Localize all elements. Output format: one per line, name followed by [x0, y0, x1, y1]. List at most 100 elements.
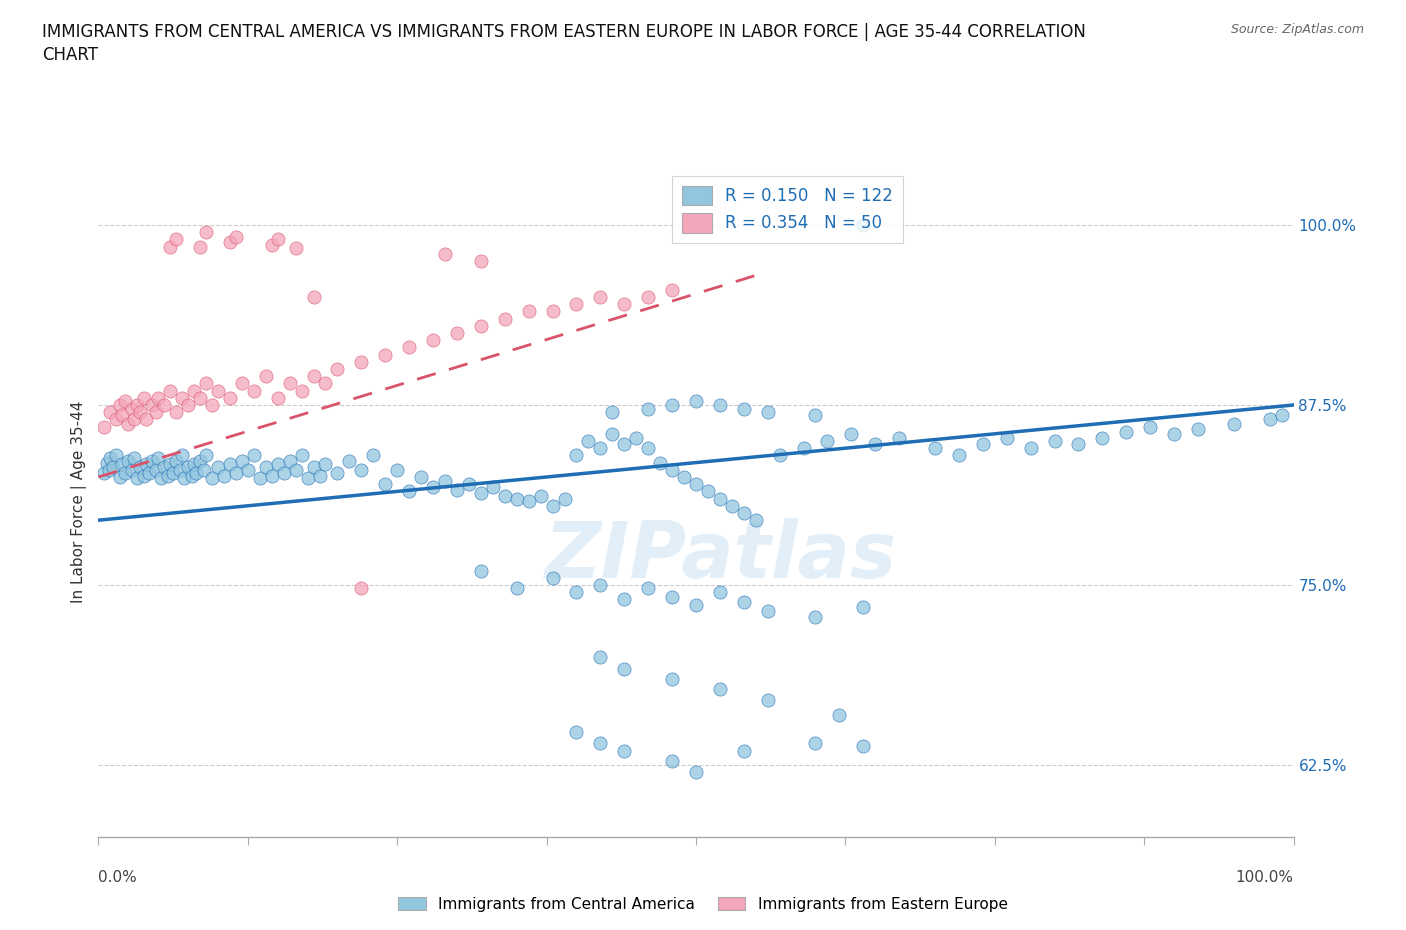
- Point: [745, 512, 768, 527]
- Point: [685, 764, 707, 779]
- Point: [302, 369, 325, 384]
- Point: [159, 383, 181, 398]
- Point: [225, 465, 247, 480]
- Point: [768, 448, 790, 463]
- Point: [733, 743, 755, 758]
- Point: [117, 417, 139, 432]
- Point: [132, 391, 155, 405]
- Point: [626, 431, 648, 445]
- Point: [188, 239, 211, 254]
- Point: [267, 457, 290, 472]
- Point: [446, 326, 468, 340]
- Point: [385, 462, 409, 477]
- Point: [1271, 407, 1294, 422]
- Point: [613, 297, 636, 312]
- Point: [815, 433, 838, 448]
- Point: [852, 599, 875, 614]
- Point: [721, 498, 744, 513]
- Point: [111, 407, 134, 422]
- Point: [165, 232, 187, 246]
- Point: [284, 462, 307, 477]
- Point: [148, 451, 170, 466]
- Point: [121, 402, 143, 417]
- Point: [254, 459, 277, 474]
- Point: [212, 468, 235, 483]
- Point: [129, 405, 152, 419]
- Point: [733, 506, 755, 521]
- Text: 100.0%: 100.0%: [1236, 870, 1294, 884]
- Point: [156, 468, 179, 483]
- Point: [165, 405, 187, 419]
- Point: [291, 383, 314, 398]
- Point: [236, 462, 259, 477]
- Point: [219, 235, 242, 250]
- Point: [661, 283, 683, 298]
- Point: [188, 454, 211, 469]
- Point: [260, 468, 283, 483]
- Point: [177, 459, 200, 474]
- Point: [648, 455, 672, 470]
- Point: [398, 484, 420, 498]
- Point: [804, 736, 827, 751]
- Point: [219, 457, 242, 472]
- Point: [852, 218, 875, 232]
- Point: [589, 578, 612, 592]
- Point: [260, 238, 283, 253]
- Point: [541, 304, 564, 319]
- Point: [661, 671, 683, 686]
- Point: [183, 383, 205, 398]
- Point: [554, 491, 576, 506]
- Point: [249, 471, 271, 485]
- Point: [149, 471, 172, 485]
- Point: [1139, 419, 1161, 434]
- Point: [709, 397, 731, 412]
- Point: [108, 397, 131, 412]
- Point: [172, 448, 194, 463]
- Point: [101, 459, 124, 474]
- Point: [458, 477, 481, 492]
- Point: [506, 580, 529, 595]
- Point: [517, 304, 540, 319]
- Point: [1222, 417, 1246, 432]
- Point: [98, 451, 122, 466]
- Point: [804, 609, 827, 624]
- Point: [291, 448, 314, 463]
- Point: [470, 564, 492, 578]
- Point: [661, 462, 683, 477]
- Point: [733, 402, 755, 417]
- Point: [145, 462, 167, 477]
- Point: [470, 318, 492, 333]
- Point: [1091, 431, 1114, 445]
- Point: [105, 412, 128, 427]
- Point: [132, 468, 155, 483]
- Point: [589, 649, 612, 664]
- Point: [96, 455, 118, 470]
- Point: [637, 402, 659, 417]
- Point: [422, 333, 444, 348]
- Point: [194, 225, 218, 240]
- Point: [172, 391, 194, 405]
- Point: [105, 448, 128, 463]
- Point: [1258, 412, 1281, 427]
- Point: [153, 397, 176, 412]
- Point: [186, 465, 208, 480]
- Point: [470, 485, 492, 500]
- Point: [114, 465, 136, 480]
- Point: [219, 391, 242, 405]
- Point: [613, 661, 636, 676]
- Point: [852, 738, 875, 753]
- Point: [278, 376, 301, 391]
- Point: [756, 405, 779, 419]
- Point: [125, 397, 148, 412]
- Point: [267, 232, 290, 246]
- Point: [145, 405, 167, 419]
- Point: [194, 376, 218, 391]
- Text: 0.0%: 0.0%: [98, 870, 138, 884]
- Point: [135, 457, 157, 472]
- Point: [193, 462, 215, 477]
- Point: [315, 457, 337, 472]
- Point: [433, 246, 456, 261]
- Point: [350, 354, 373, 369]
- Point: [398, 340, 420, 355]
- Point: [339, 454, 360, 469]
